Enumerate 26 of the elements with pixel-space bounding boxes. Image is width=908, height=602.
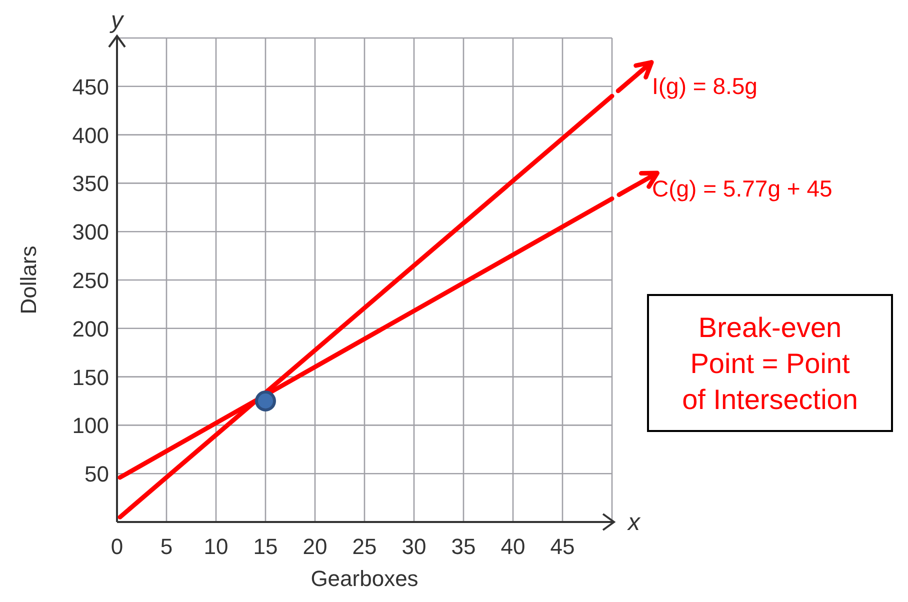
y-tick-label: 200 — [72, 316, 109, 342]
x-tick-label: 40 — [500, 534, 526, 559]
annotation: I(g) = 8.5g — [652, 73, 758, 100]
x-tick-label: 30 — [402, 534, 426, 559]
x-tick-label: 5 — [160, 534, 173, 559]
x-tick-label: 15 — [253, 534, 278, 559]
text: y — [109, 7, 125, 34]
x-tick-label: 0 — [110, 534, 124, 559]
x-tick-label: 20 — [302, 534, 328, 559]
y-axis-title: Dollars — [16, 246, 41, 314]
y-tick-label: 300 — [72, 220, 109, 245]
y-tick-label: 400 — [72, 122, 109, 148]
y-tick-label: 350 — [72, 171, 109, 196]
y-tick-label: 50 — [84, 462, 109, 487]
text: x — [627, 509, 641, 536]
annotation: C(g) = 5.77g + 45 — [652, 176, 832, 202]
y-tick-label: 150 — [72, 364, 109, 390]
x-tick-label: 35 — [451, 534, 476, 559]
x-tick-label: 45 — [550, 534, 575, 559]
x-axis-title: Gearboxes — [310, 566, 418, 591]
x-tick-label: 25 — [352, 534, 377, 559]
text: Break-even Point = Point of Intersection — [682, 312, 858, 415]
y-tick-label: 100 — [72, 413, 109, 438]
y-tick-label: 450 — [72, 74, 109, 100]
y-tick-label: 250 — [72, 268, 109, 293]
x-tick-label: 10 — [204, 534, 228, 559]
